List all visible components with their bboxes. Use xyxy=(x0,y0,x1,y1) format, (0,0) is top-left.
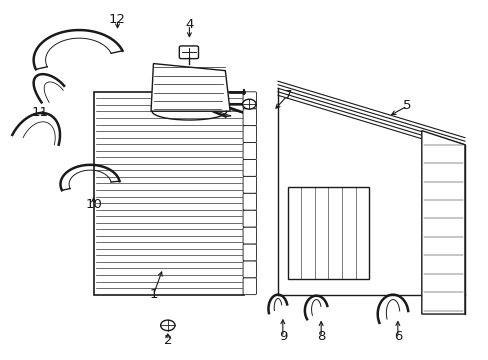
FancyBboxPatch shape xyxy=(243,92,256,109)
FancyBboxPatch shape xyxy=(243,159,256,176)
FancyBboxPatch shape xyxy=(243,227,256,244)
Circle shape xyxy=(242,99,256,109)
Polygon shape xyxy=(151,64,230,111)
FancyBboxPatch shape xyxy=(243,126,256,143)
Text: 10: 10 xyxy=(85,198,102,211)
FancyBboxPatch shape xyxy=(243,109,256,126)
FancyBboxPatch shape xyxy=(179,46,198,59)
FancyBboxPatch shape xyxy=(243,193,256,210)
Text: 4: 4 xyxy=(185,18,193,31)
Text: 2: 2 xyxy=(244,128,253,141)
FancyBboxPatch shape xyxy=(243,244,256,261)
Text: 1: 1 xyxy=(149,288,157,301)
Polygon shape xyxy=(93,92,244,294)
Text: 9: 9 xyxy=(278,330,286,343)
Text: 7: 7 xyxy=(283,89,291,102)
Text: 3: 3 xyxy=(247,96,255,109)
Text: 2: 2 xyxy=(163,334,172,347)
Text: 11: 11 xyxy=(31,107,48,120)
Text: 12: 12 xyxy=(109,13,126,26)
Polygon shape xyxy=(287,187,368,279)
Circle shape xyxy=(160,320,175,330)
Text: 8: 8 xyxy=(316,330,325,343)
Text: 6: 6 xyxy=(393,330,401,343)
FancyBboxPatch shape xyxy=(243,278,256,294)
FancyBboxPatch shape xyxy=(243,261,256,278)
FancyBboxPatch shape xyxy=(243,143,256,159)
Text: 5: 5 xyxy=(403,99,411,112)
FancyBboxPatch shape xyxy=(243,210,256,227)
FancyBboxPatch shape xyxy=(243,176,256,193)
Polygon shape xyxy=(421,131,464,314)
